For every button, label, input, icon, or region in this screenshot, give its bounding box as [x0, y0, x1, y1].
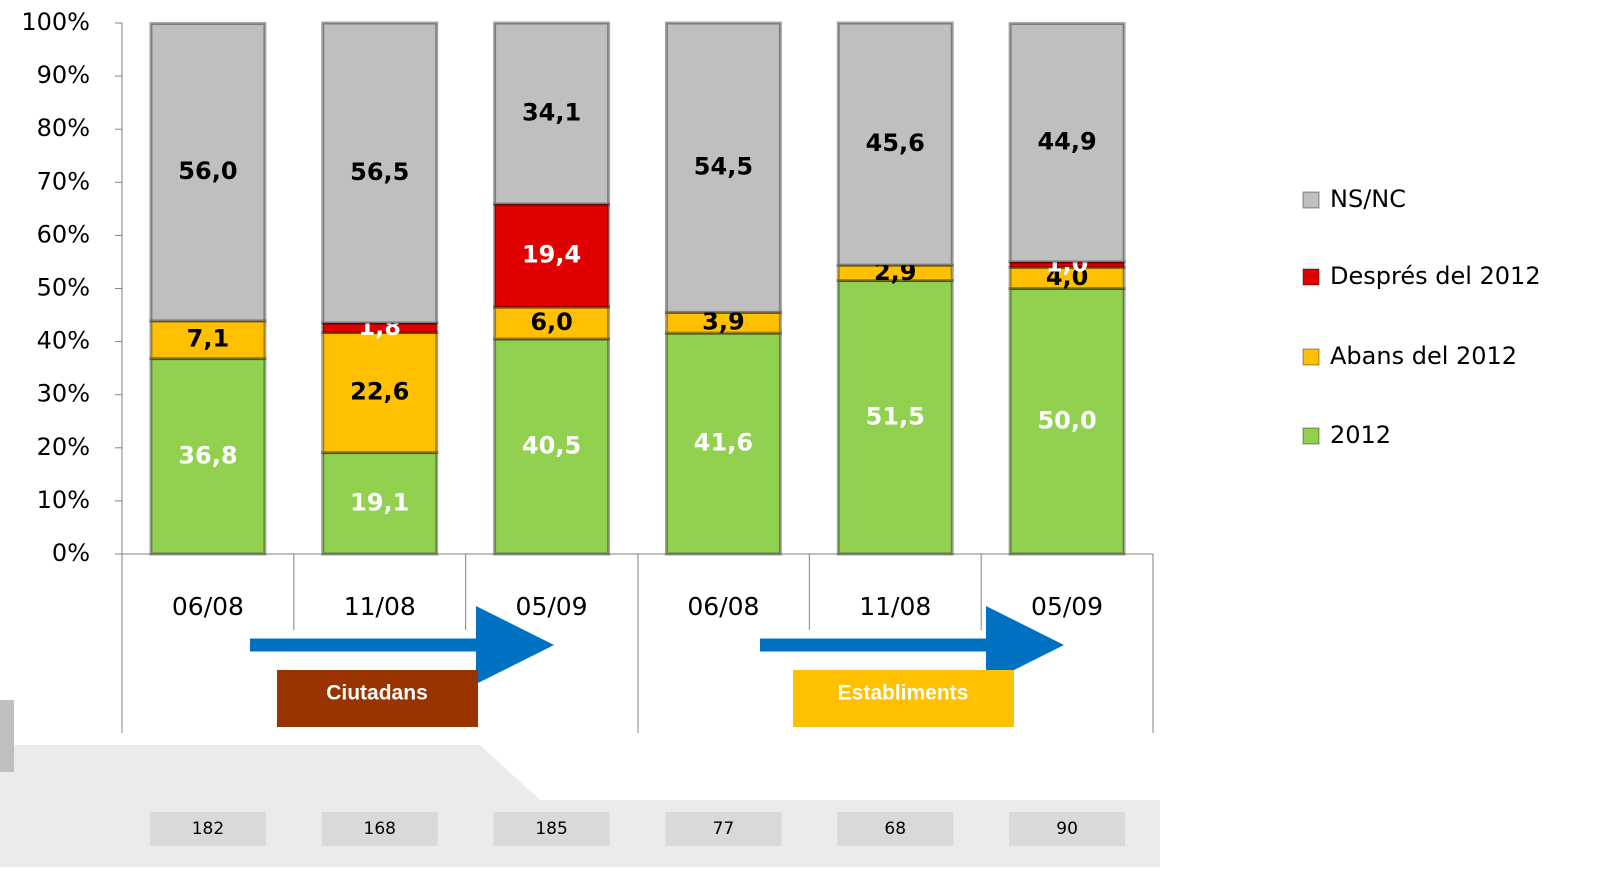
sample-size: 185	[535, 819, 567, 839]
legend-swatch	[1302, 268, 1320, 286]
bar-segment	[664, 21, 782, 314]
y-tick-label: 40%	[37, 327, 90, 355]
sample-box	[1009, 812, 1126, 846]
legend-swatch	[1302, 191, 1320, 209]
bar-segment	[321, 21, 439, 325]
y-tick-label: 50%	[37, 274, 90, 302]
x-tick-label: 11/08	[859, 592, 931, 621]
y-tick-label: 10%	[37, 486, 90, 514]
group-label: Establiments	[838, 682, 969, 705]
legend-swatch	[1302, 427, 1320, 445]
data-label: 3,9	[702, 308, 745, 336]
data-label: 7,1	[187, 325, 230, 353]
data-label: 51,5	[866, 402, 925, 430]
y-tick-label: 80%	[37, 114, 90, 142]
bar-segment	[493, 21, 611, 206]
group-box	[277, 670, 478, 727]
data-label: 56,5	[350, 158, 409, 186]
bar-segment	[493, 337, 611, 556]
data-label: 6,0	[530, 308, 573, 336]
data-label: 22,6	[350, 378, 409, 406]
bar-segment	[836, 279, 954, 556]
sample-size: 182	[192, 819, 224, 839]
footer-tab	[0, 700, 14, 772]
data-label: 19,4	[522, 241, 581, 269]
bar-segment	[1008, 287, 1126, 556]
data-label: 50,0	[1037, 406, 1096, 434]
x-tick-label: 06/08	[687, 592, 759, 621]
bar-segment	[836, 21, 954, 267]
x-tick-label: 06/08	[172, 592, 244, 621]
group-box	[793, 670, 1014, 727]
y-tick-label: 70%	[37, 167, 90, 195]
data-label: 54,5	[694, 153, 753, 181]
y-tick-label: 30%	[37, 380, 90, 408]
data-label: 41,6	[694, 429, 753, 457]
sample-size: 90	[1056, 819, 1078, 839]
legend-label: NS/NC	[1330, 185, 1406, 213]
bar-segment	[321, 331, 439, 455]
data-label: 45,6	[866, 129, 925, 157]
x-tick-label: 05/09	[516, 592, 588, 621]
y-tick-label: 100%	[21, 8, 90, 36]
bar-segment	[664, 331, 782, 556]
data-label: 34,1	[522, 99, 581, 127]
data-label: 40,5	[522, 431, 581, 459]
bar-segment	[149, 319, 267, 361]
sample-box	[149, 812, 266, 846]
data-label: 19,1	[350, 488, 409, 516]
bar-segment	[149, 22, 267, 323]
data-label: 44,9	[1037, 128, 1096, 156]
y-tick-label: 60%	[37, 220, 90, 248]
bar-segment	[149, 357, 267, 556]
sample-box	[493, 812, 610, 846]
x-tick-label: 05/09	[1031, 592, 1103, 621]
sample-box	[665, 812, 782, 846]
data-label: 4,0	[1046, 263, 1089, 291]
bar-segment	[321, 451, 439, 556]
sample-size: 77	[713, 819, 735, 839]
bar-segment	[1008, 22, 1126, 264]
group-label: Ciutadans	[326, 682, 428, 705]
y-tick-label: 90%	[37, 61, 90, 89]
sample-size: 168	[364, 819, 396, 839]
sample-size: 68	[884, 819, 906, 839]
footer-band	[0, 745, 1160, 867]
x-tick-label: 11/08	[344, 592, 416, 621]
legend-label: Abans del 2012	[1330, 342, 1517, 370]
legend-swatch	[1302, 348, 1320, 366]
y-tick-label: 0%	[52, 539, 90, 567]
legend-label: 2012	[1330, 421, 1391, 449]
data-label: 56,0	[178, 157, 237, 185]
bar-segment	[493, 202, 611, 309]
y-tick-label: 20%	[37, 433, 90, 461]
data-label: 36,8	[178, 441, 237, 469]
sample-box	[321, 812, 438, 846]
sample-box	[837, 812, 954, 846]
legend-label: Després del 2012	[1330, 262, 1541, 290]
